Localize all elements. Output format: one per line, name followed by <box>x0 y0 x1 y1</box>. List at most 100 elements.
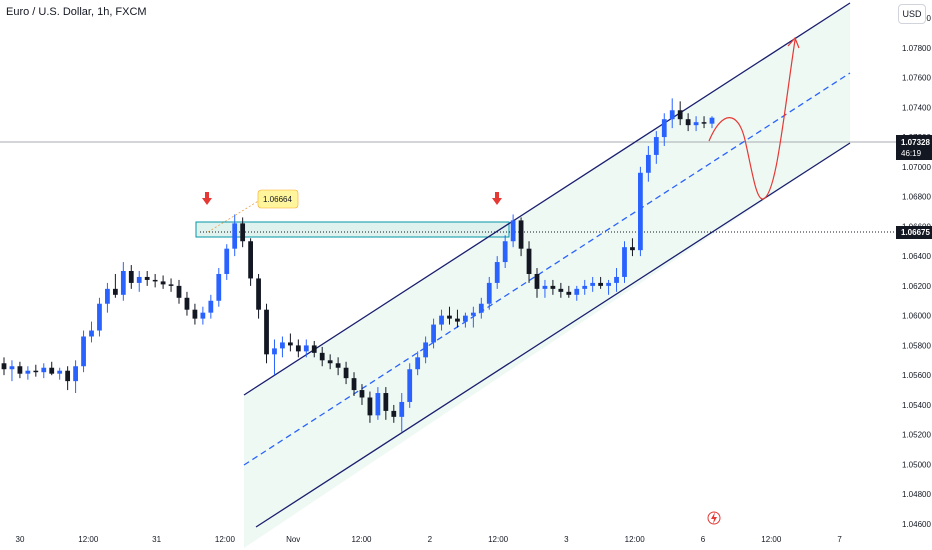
channel-upper-line <box>243 2 851 396</box>
bearish-candle <box>112 288 118 295</box>
bullish-candle <box>486 282 492 304</box>
price-tick-label: 1.05600 <box>902 371 931 380</box>
bearish-candle <box>558 288 564 292</box>
time-tick-label: 12:00 <box>761 535 782 544</box>
bearish-candle <box>264 309 269 355</box>
marked-level-marker <box>896 226 932 239</box>
bearish-candle <box>391 410 397 417</box>
price-callout-text: 1.06664 <box>263 195 292 204</box>
bullish-candle <box>463 315 468 322</box>
bearish-candle <box>447 315 452 319</box>
lightning-icon[interactable] <box>707 511 721 525</box>
price-tick-label: 1.07800 <box>902 44 931 53</box>
bearish-candle <box>311 345 317 353</box>
bearish-candle <box>33 370 39 373</box>
bullish-candle <box>669 110 675 120</box>
time-tick-label: 6 <box>701 535 706 544</box>
bullish-candle <box>407 369 413 402</box>
arrow-marker-1 <box>202 192 212 205</box>
bullish-candle <box>280 342 285 349</box>
bearish-candle <box>160 281 166 285</box>
bullish-candle <box>136 276 142 283</box>
bullish-candle <box>97 303 102 331</box>
bearish-candle <box>144 276 150 280</box>
bullish-candle <box>208 300 214 313</box>
bearish-candle <box>295 345 301 352</box>
time-tick-label: 7 <box>837 535 842 544</box>
time-tick-label: 12:00 <box>488 535 509 544</box>
bullish-candle <box>25 370 31 374</box>
time-tick-label: 12:00 <box>215 535 236 544</box>
bearish-candle <box>351 378 357 391</box>
bullish-candle <box>645 154 651 173</box>
bearish-candle <box>343 367 349 379</box>
bullish-candle <box>105 288 110 304</box>
bearish-candle <box>526 248 532 274</box>
bearish-candle <box>17 366 23 374</box>
bullish-candle <box>431 324 436 343</box>
price-tick-label: 1.04600 <box>902 520 931 529</box>
bullish-candle <box>41 367 47 373</box>
bearish-candle <box>240 223 246 242</box>
bullish-candle <box>81 336 86 367</box>
symbol-title: Euro / U.S. Dollar, 1h, FXCM <box>6 6 147 18</box>
bullish-candle <box>653 137 659 155</box>
time-axis[interactable]: 30 12:00 31 12:00 Nov 12:00 2 12:00 3 12:00 6 12:00… <box>16 535 843 544</box>
price-tick-label: 1.06400 <box>902 252 931 261</box>
bearish-candle <box>168 284 174 286</box>
currency-button[interactable]: USD <box>898 4 926 24</box>
price-tick-label: 1.06200 <box>902 282 931 291</box>
bearish-candle <box>550 285 556 289</box>
bullish-candle <box>590 282 596 286</box>
bullish-candle <box>399 401 405 417</box>
time-tick-label: 30 <box>16 535 25 544</box>
bearish-candle <box>455 318 460 322</box>
bearish-candle <box>65 370 71 382</box>
time-tick-label: 12:00 <box>78 535 99 544</box>
arrow-marker-2 <box>492 192 502 205</box>
time-tick-label: 2 <box>428 535 433 544</box>
time-tick-label: 3 <box>564 535 569 544</box>
marked-level-label: 1.06675 <box>901 228 930 237</box>
bearish-candle <box>335 363 341 368</box>
bearish-candle <box>327 360 333 364</box>
projection-arrowhead <box>787 36 800 49</box>
bearish-candle <box>566 291 572 295</box>
bearish-candle <box>256 278 261 310</box>
time-tick-label: 12:00 <box>351 535 372 544</box>
channel-fill <box>244 3 850 548</box>
bearish-candle <box>192 309 198 319</box>
price-tick-label: 1.05200 <box>902 431 931 440</box>
price-tick-label: 1.04800 <box>902 490 931 499</box>
bearish-candle <box>248 241 253 279</box>
bearish-candle <box>630 247 635 251</box>
bullish-candle <box>303 345 309 352</box>
bearish-candle <box>287 342 293 346</box>
bullish-candle <box>510 220 516 242</box>
bullish-candle <box>622 247 627 277</box>
bullish-candle <box>73 366 78 382</box>
bullish-candle <box>120 271 126 295</box>
bullish-candle <box>470 312 476 316</box>
bearish-candle <box>49 367 55 374</box>
bullish-candle <box>606 282 611 286</box>
price-tick-label: 1.07600 <box>902 74 931 83</box>
bearish-candle <box>176 285 182 298</box>
resistance-zone <box>195 221 510 238</box>
bearish-candle <box>367 397 373 416</box>
price-axis-bg <box>896 0 932 550</box>
bearish-candle <box>184 297 190 310</box>
price-tick-label: 1.07400 <box>902 103 931 112</box>
price-tick-label: 1.06000 <box>902 312 931 321</box>
bullish-candle <box>415 357 421 370</box>
price-tick-label: 1.07000 <box>902 163 931 172</box>
bullish-candle <box>224 248 230 274</box>
bullish-candle <box>502 241 508 263</box>
bullish-candle <box>661 119 667 138</box>
current-price-label: 1.07328 <box>901 138 930 147</box>
time-tick-label: 31 <box>152 535 161 544</box>
bullish-candle <box>582 285 588 289</box>
bearish-candle <box>677 110 683 120</box>
